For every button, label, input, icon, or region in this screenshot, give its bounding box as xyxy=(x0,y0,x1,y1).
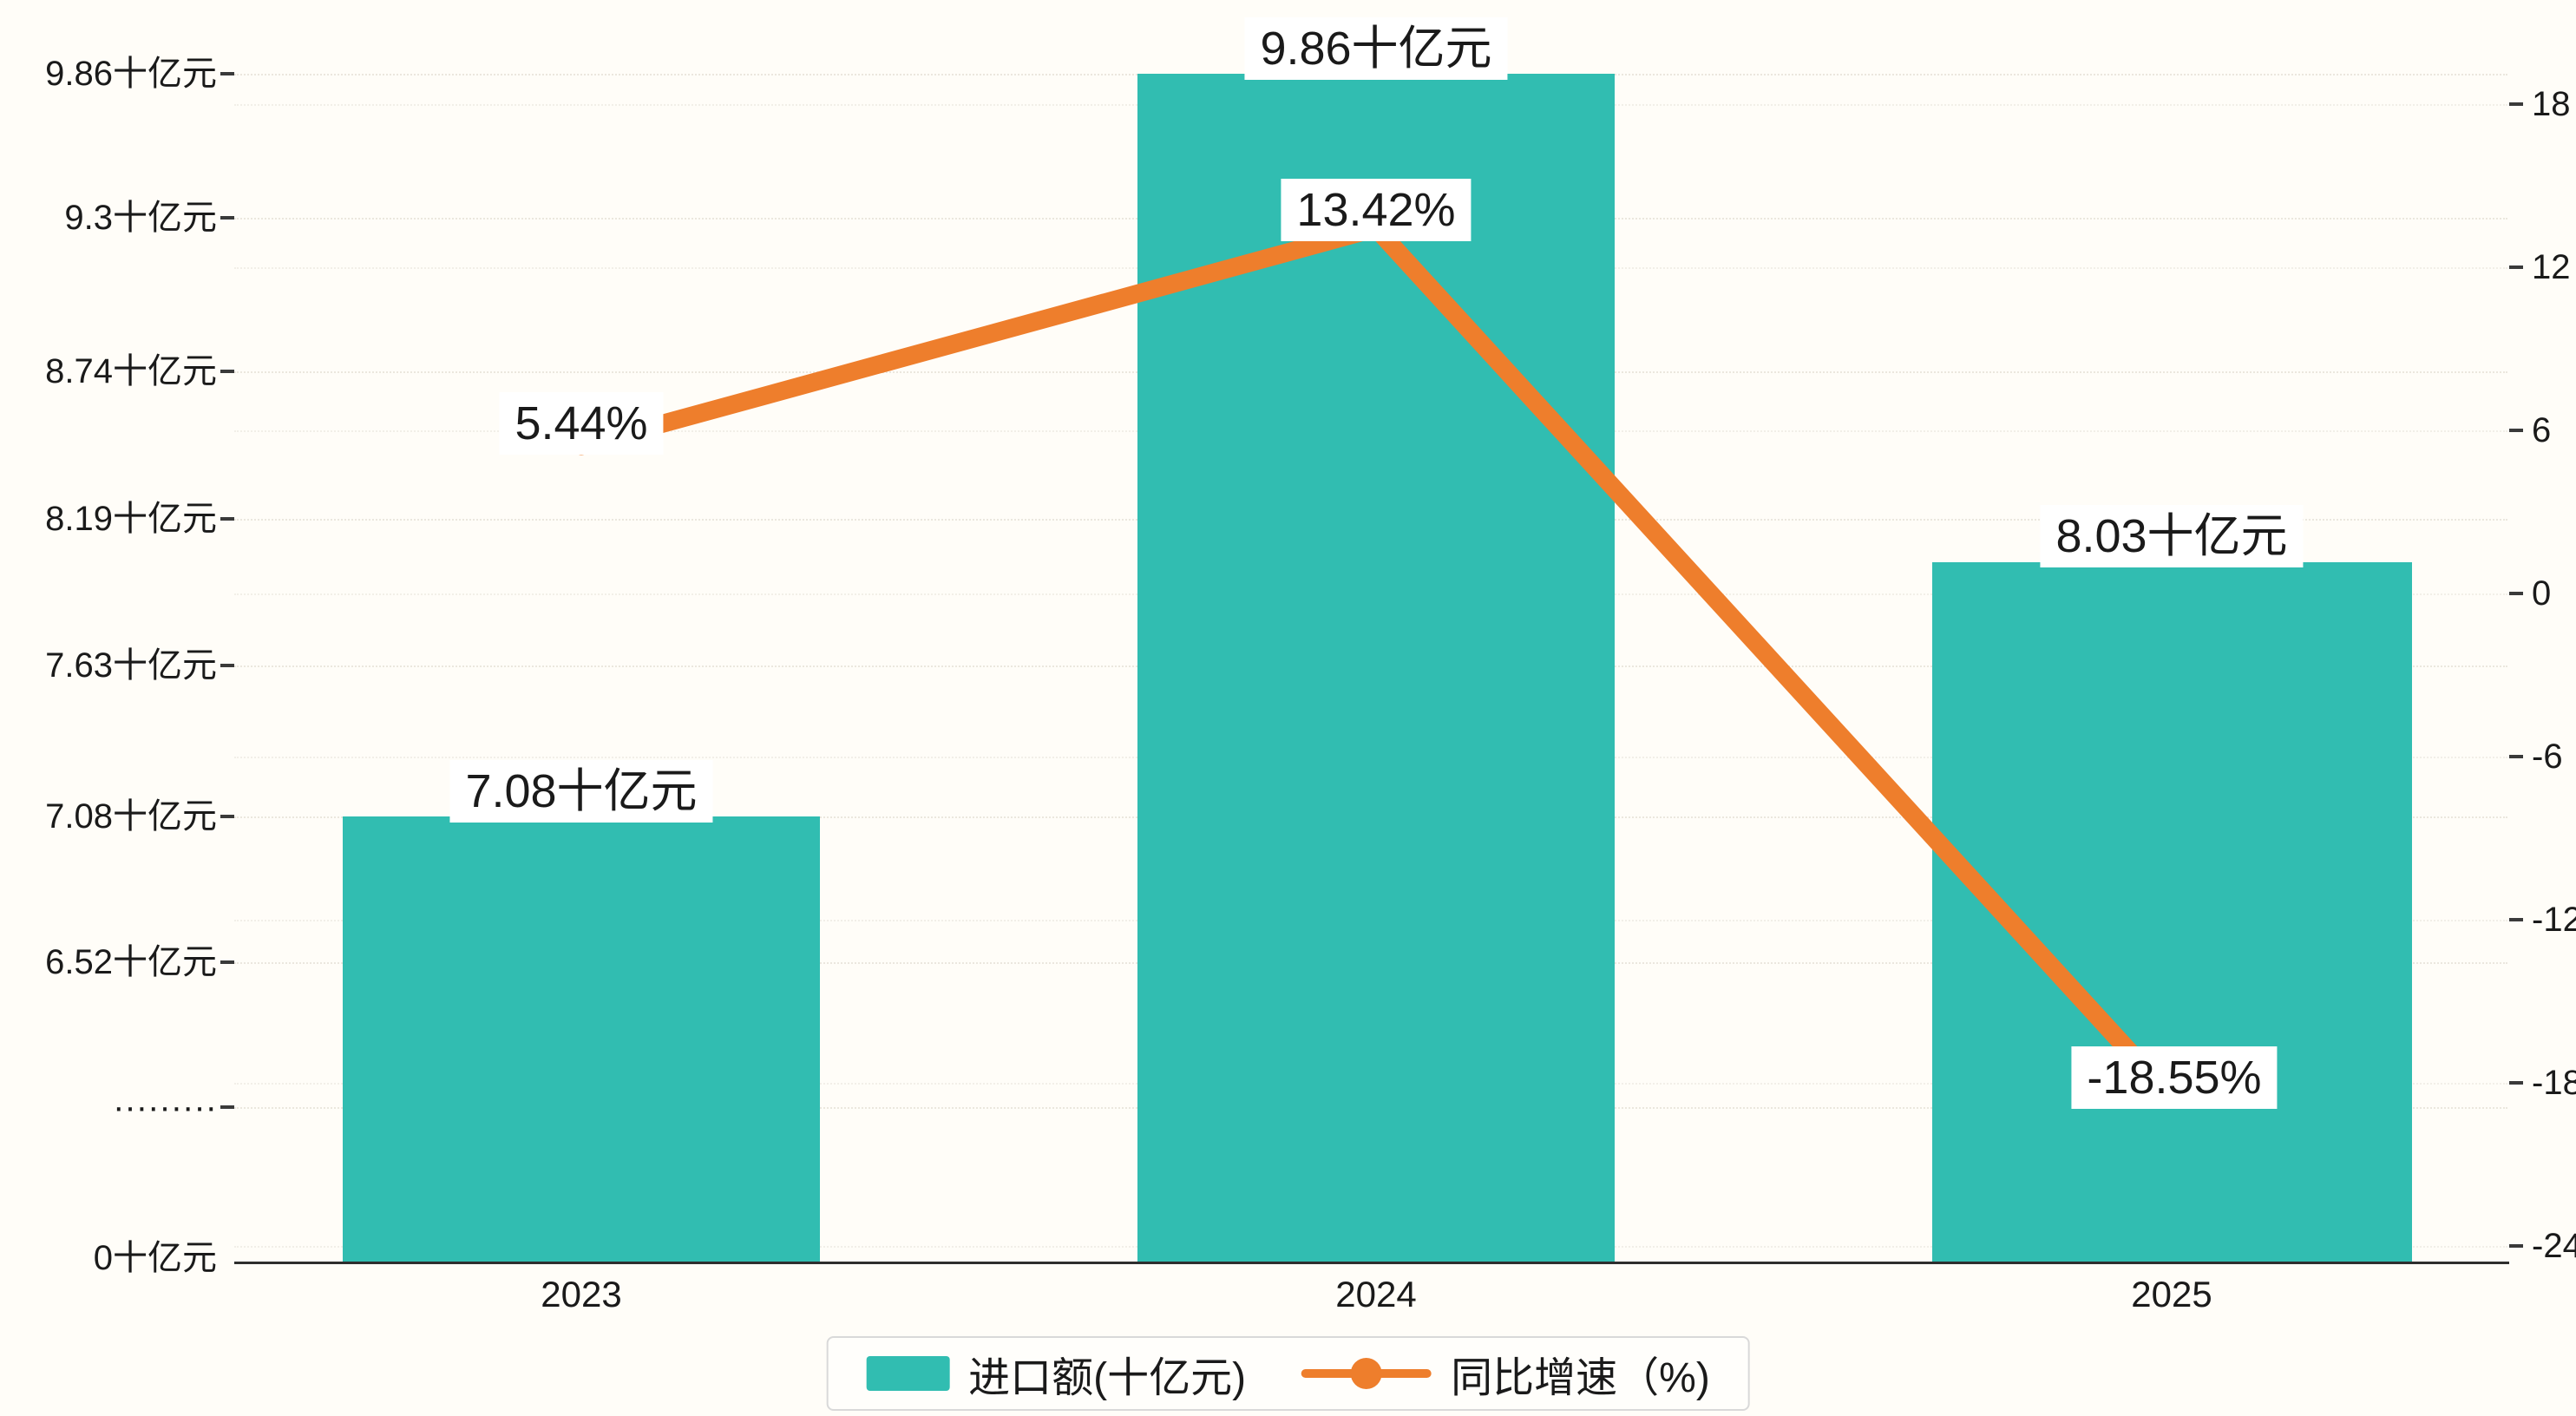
axis-tick xyxy=(2509,429,2523,432)
axis-tick xyxy=(220,517,234,521)
legend-item-label: 同比增速（%) xyxy=(1451,1355,1710,1401)
left-axis-tick-label: 6.52十亿元 xyxy=(45,943,217,981)
legend-item-growth-rate: 同比增速（%) xyxy=(1301,1343,1710,1404)
right-axis-tick-label: -24 xyxy=(2532,1227,2576,1265)
right-axis-tick-label: 0 xyxy=(2532,574,2552,613)
bar-2025 xyxy=(1932,562,2412,1263)
axis-tick xyxy=(2509,102,2523,106)
axis-tick xyxy=(2509,266,2523,269)
left-axis-tick-label: 9.3十亿元 xyxy=(64,199,217,237)
left-axis-tick-label: 8.74十亿元 xyxy=(45,352,217,390)
legend-item-import-value: 进口额(十亿元) xyxy=(866,1343,1246,1404)
legend-item-label: 进口额(十亿元) xyxy=(968,1355,1247,1401)
bar-2024 xyxy=(1137,74,1615,1263)
axis-tick xyxy=(220,1105,234,1109)
axis-tick xyxy=(220,815,234,818)
x-axis-tick-label: 2025 xyxy=(2131,1274,2212,1314)
bar-value-label: 9.86十亿元 xyxy=(1244,17,1508,80)
bar-2023 xyxy=(343,816,820,1263)
right-axis-tick-label: -6 xyxy=(2532,738,2563,776)
bar-value-label: 7.08十亿元 xyxy=(449,760,713,823)
x-axis-tick-label: 2023 xyxy=(541,1274,622,1314)
line-value-label: 5.44% xyxy=(499,392,664,455)
left-axis-tick-label: 8.19十亿元 xyxy=(45,500,217,538)
right-axis-tick-label: -12 xyxy=(2532,901,2576,939)
axis-tick xyxy=(220,216,234,220)
line-value-label: 13.42% xyxy=(1281,179,1472,241)
axis-tick xyxy=(2509,1244,2523,1248)
legend-dot-icon xyxy=(1351,1358,1383,1389)
axis-tick xyxy=(2509,592,2523,595)
axis-tick xyxy=(220,664,234,667)
axis-tick xyxy=(220,72,234,75)
line-value-label: -18.55% xyxy=(2071,1046,2278,1109)
right-axis-tick-label: 6 xyxy=(2532,411,2552,449)
axis-tick xyxy=(220,960,234,964)
left-axis-tick-label: 7.63十亿元 xyxy=(45,646,217,685)
x-axis-line xyxy=(234,1262,2509,1264)
legend-line-marker xyxy=(1301,1356,1432,1391)
left-axis-break-dots: ········· xyxy=(113,1088,217,1126)
left-axis-tick-label: 9.86十亿元 xyxy=(45,55,217,93)
axis-tick xyxy=(2509,918,2523,921)
x-axis-tick-label: 2024 xyxy=(1335,1274,1417,1314)
right-axis-tick-label: 18 xyxy=(2532,85,2571,123)
right-axis-tick-label: -18 xyxy=(2532,1064,2576,1102)
legend-bar-swatch xyxy=(866,1356,950,1391)
bar-value-label: 8.03十亿元 xyxy=(2040,505,2304,567)
axis-tick xyxy=(220,370,234,373)
left-axis-tick-label: 0十亿元 xyxy=(93,1239,217,1277)
axis-tick xyxy=(2509,1081,2523,1085)
legend: 进口额(十亿元) 同比增速（%) xyxy=(826,1336,1750,1411)
right-axis-tick-label: 12 xyxy=(2532,248,2571,286)
axis-tick xyxy=(2509,755,2523,758)
left-axis-tick-label: 7.08十亿元 xyxy=(45,797,217,836)
